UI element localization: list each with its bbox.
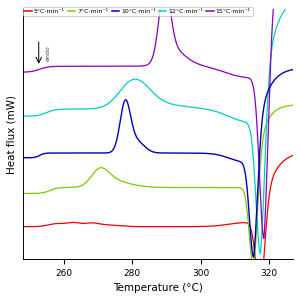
Y-axis label: Heat flux (mW): Heat flux (mW) bbox=[7, 94, 17, 173]
X-axis label: Temperature (°C): Temperature (°C) bbox=[113, 283, 203, 293]
Legend: 5°C·min⁻¹, 7°C·min⁻¹, 10°C·min⁻¹, 12°C·min⁻¹, 15°C·min⁻¹: 5°C·min⁻¹, 7°C·min⁻¹, 10°C·min⁻¹, 12°C·m… bbox=[22, 7, 253, 16]
Text: endo: endo bbox=[46, 45, 50, 61]
